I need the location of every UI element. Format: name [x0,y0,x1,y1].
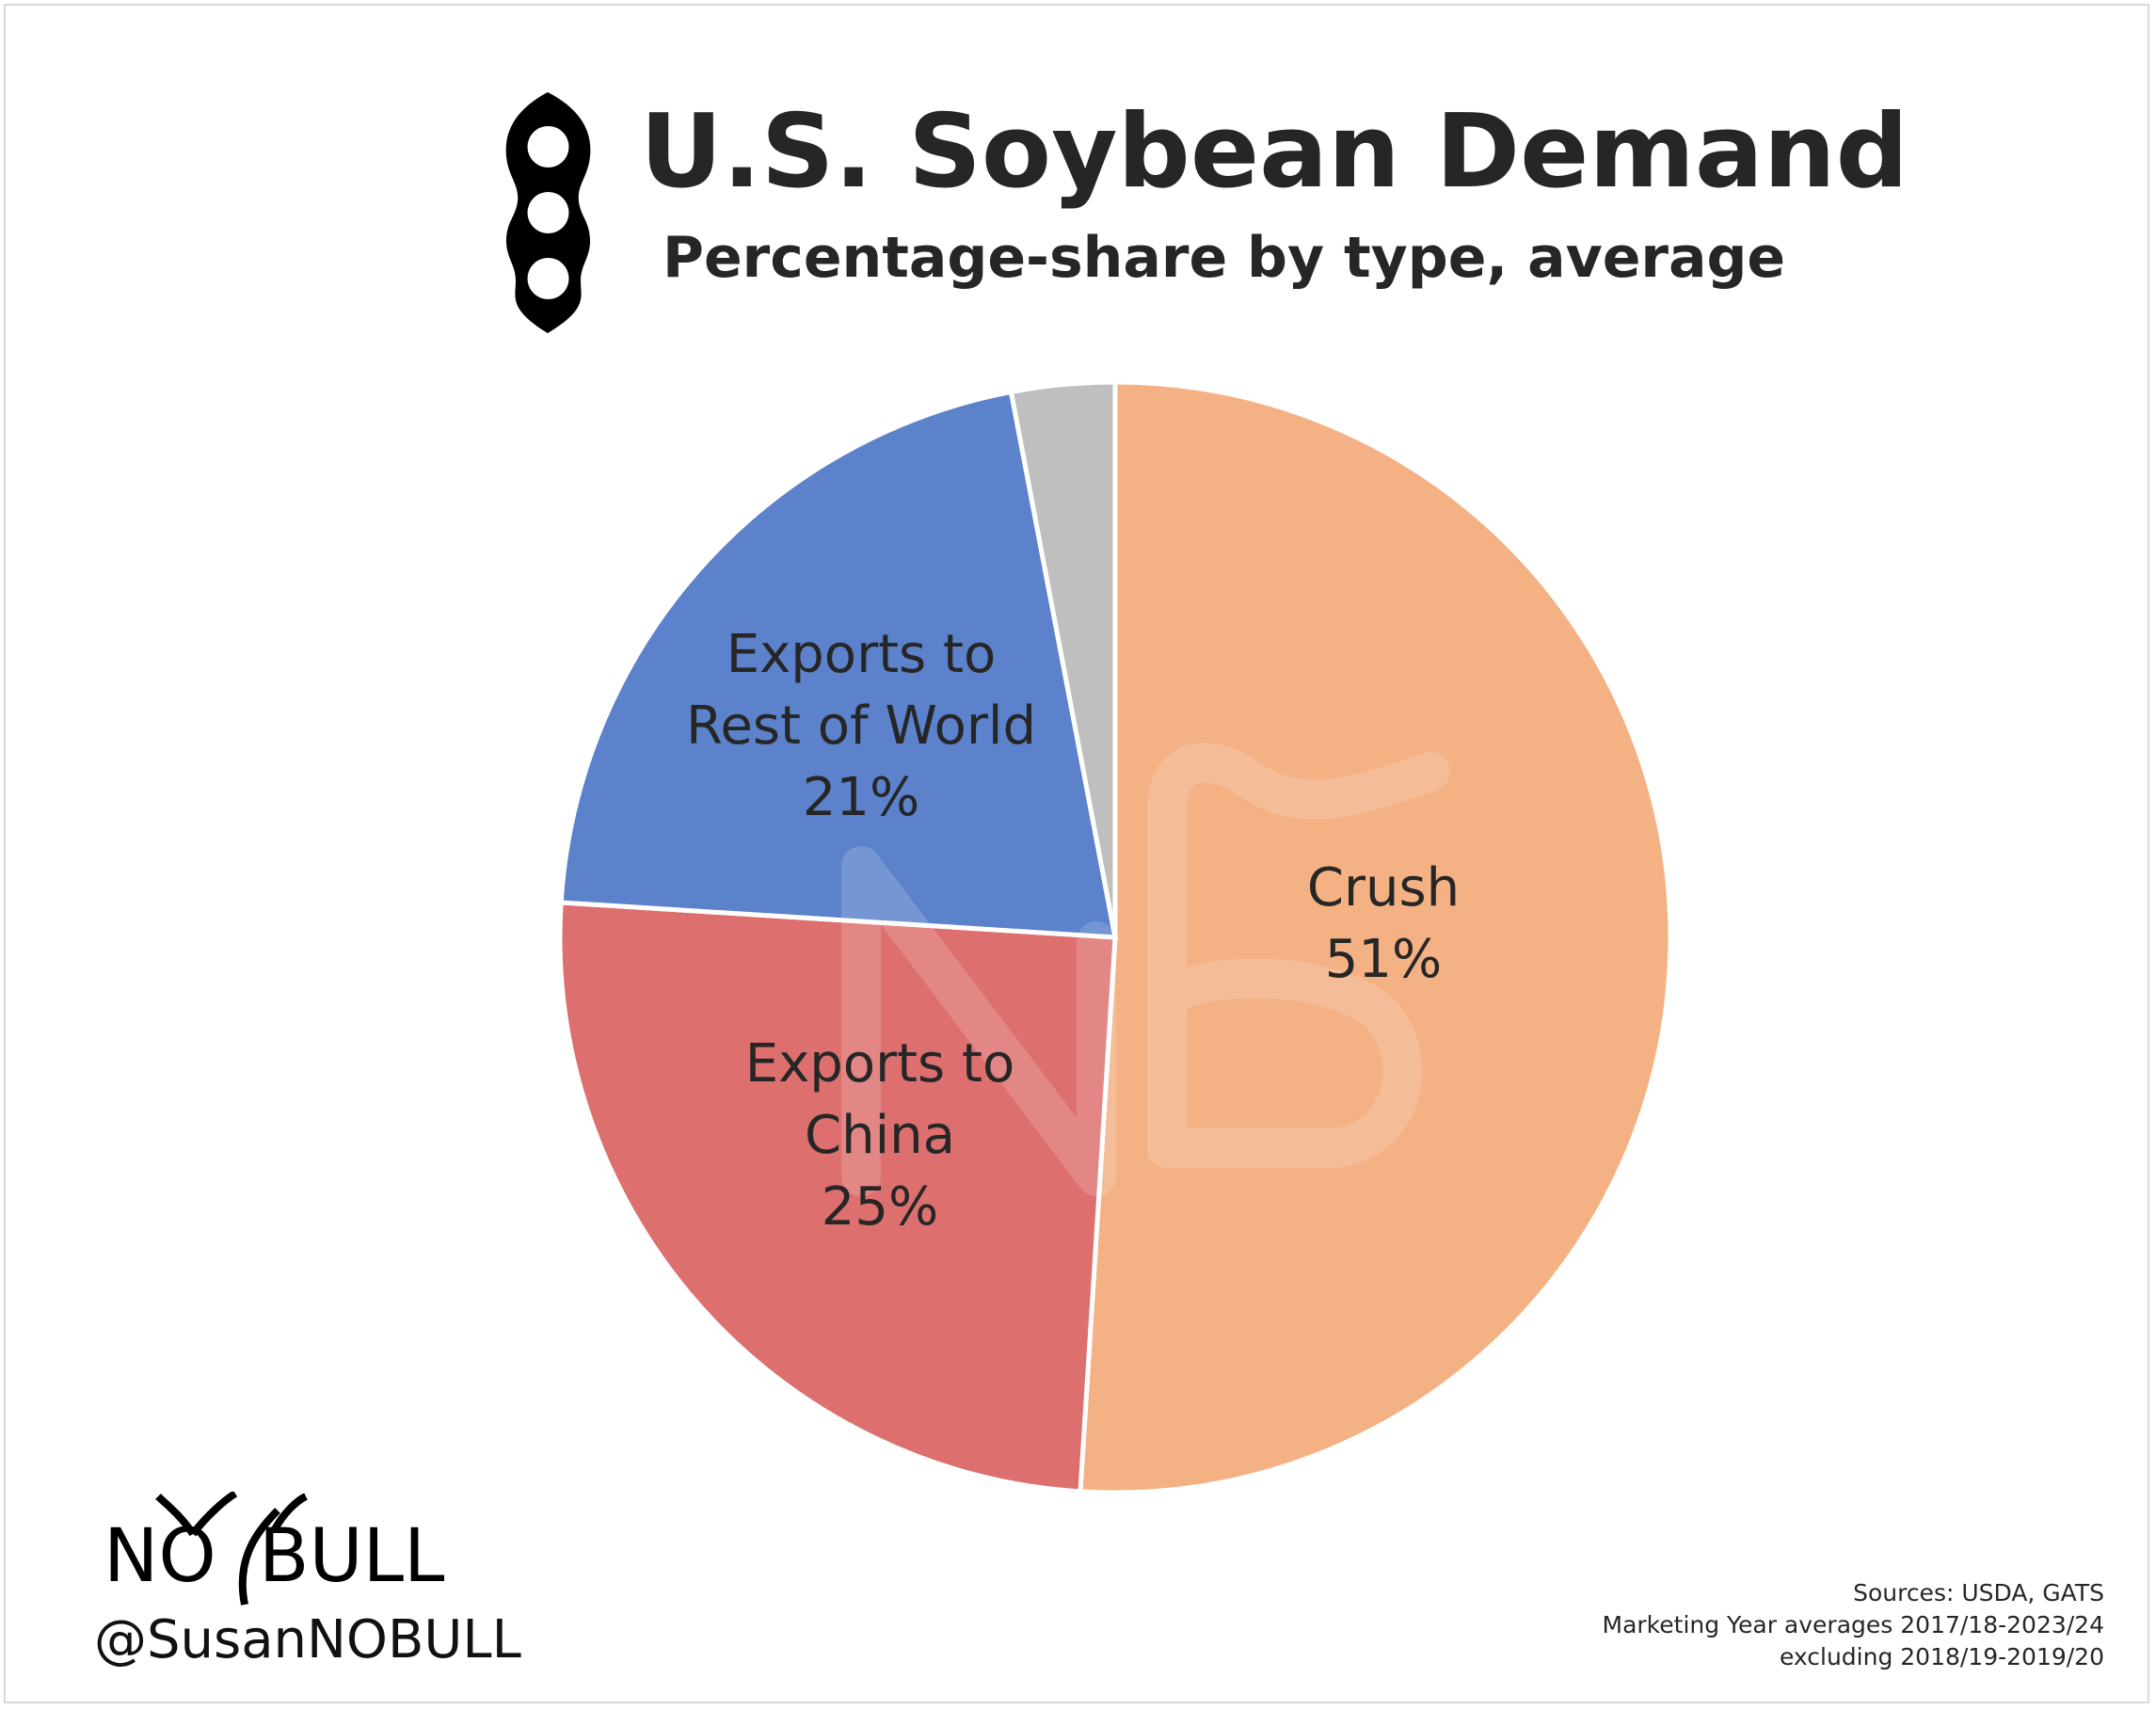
author-handle: @SusanNOBULL [94,1609,521,1670]
soybean-pod-icon [505,92,591,333]
slice-value-label: 21% [803,767,919,828]
sources-line: Sources: USDA, GATS [1853,1579,2104,1606]
slice-name-label: Rest of World [686,695,1036,757]
chart-frame [4,4,2149,1703]
slice-label-exports-to-rest-of-world: Exports to Rest of World 21% [686,624,1036,828]
chart-title: U.S. Soybean Demand [640,93,1908,211]
nobull-logo: NO BULL [104,1492,445,1606]
pie-slice-other [1008,379,1118,938]
slice-labels: Crush 51% Exports to China 25% Exports to Rest… [686,624,1460,1238]
slice-value-label: 51% [1325,929,1442,990]
slice-name-label: China [805,1105,955,1166]
pie-slices [557,379,1673,1495]
slice-label-crush: Crush 51% [1307,857,1460,990]
sources-note: Sources: USDA, GATS Marketing Year avera… [1603,1577,2104,1673]
slice-name-label: Crush [1307,857,1460,919]
slice-label-exports-to-china: Exports to China 25% [745,1033,1015,1238]
pie-slice-crush [1078,379,1673,1495]
watermark-logo [841,743,1450,1196]
slice-name-label: Exports to [727,624,997,685]
marketing-year-line: Marketing Year averages 2017/18-2023/24 [1602,1611,2104,1638]
exclusion-line: excluding 2018/19-2019/20 [1779,1643,2104,1670]
svg-text:BULL: BULL [259,1514,445,1599]
pie-slice-exports-to-china [557,900,1118,1494]
slice-value-label: 25% [822,1176,938,1238]
chart-subtitle: Percentage-share by type, average [663,225,1786,291]
pie-slice-exports-to-rest-of-world [558,389,1119,940]
slice-name-label: Exports to [745,1033,1015,1095]
